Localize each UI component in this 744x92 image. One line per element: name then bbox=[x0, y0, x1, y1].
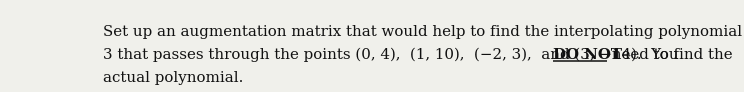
Text: DO NOT: DO NOT bbox=[554, 48, 622, 62]
Text: need to find the: need to find the bbox=[606, 48, 732, 62]
Text: 3 that passes through the points (0, 4),  (1, 10),  (−2, 3),  and (3, −14).  You: 3 that passes through the points (0, 4),… bbox=[103, 48, 684, 62]
Text: Set up an augmentation matrix that would help to find the interpolating polynomi: Set up an augmentation matrix that would… bbox=[103, 25, 744, 39]
Text: actual polynomial.: actual polynomial. bbox=[103, 71, 244, 85]
